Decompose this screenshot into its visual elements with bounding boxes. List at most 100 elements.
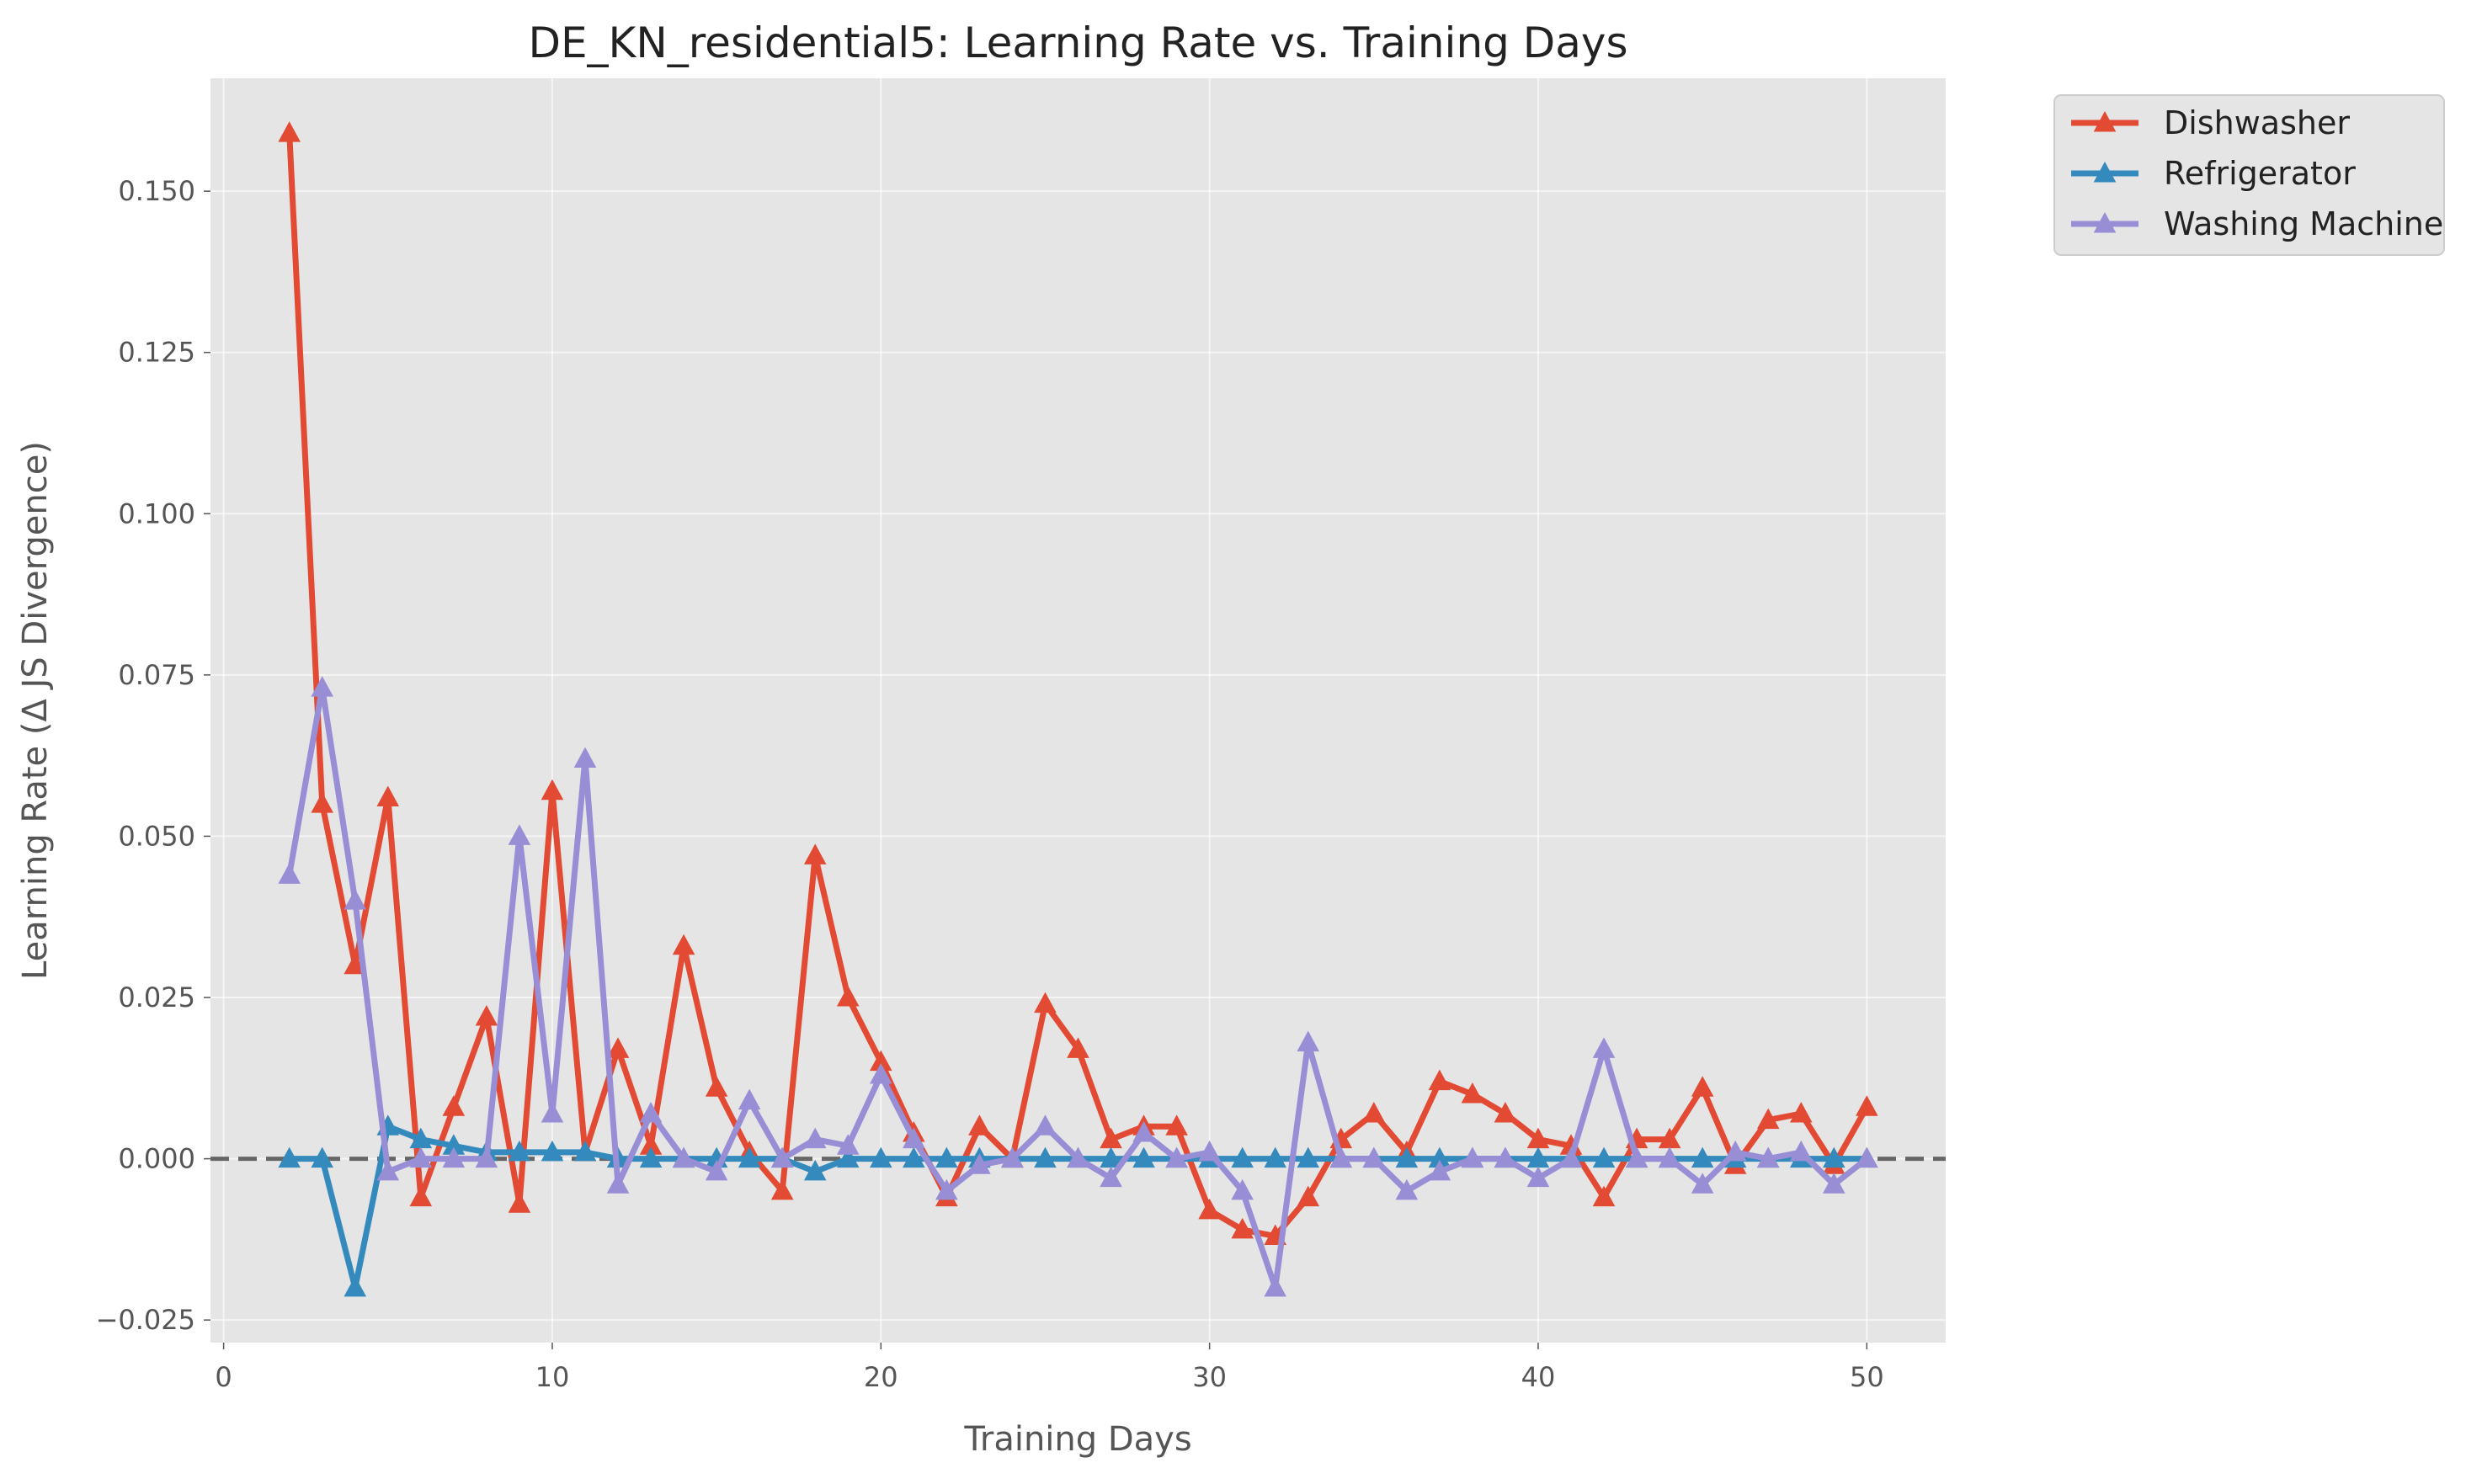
data-point-refrigerator bbox=[836, 1146, 860, 1168]
data-point-washing-machine bbox=[1231, 1178, 1254, 1200]
data-point-dishwasher bbox=[1034, 992, 1057, 1013]
data-point-dishwasher bbox=[1526, 1127, 1550, 1149]
data-point-dishwasher bbox=[1494, 1101, 1517, 1123]
data-point-washing-machine bbox=[1461, 1146, 1484, 1168]
data-point-dishwasher bbox=[278, 121, 301, 142]
data-point-dishwasher bbox=[1592, 1185, 1616, 1207]
x-tick-label: 30 bbox=[1192, 1361, 1227, 1393]
data-point-dishwasher bbox=[1691, 1076, 1714, 1097]
legend-swatch-marker bbox=[2093, 162, 2117, 183]
data-point-refrigerator bbox=[278, 1146, 301, 1168]
data-point-washing-machine bbox=[1428, 1159, 1451, 1181]
data-point-refrigerator bbox=[1034, 1146, 1057, 1168]
y-tick-label: 0.075 bbox=[118, 659, 195, 691]
data-point-washing-machine bbox=[935, 1178, 958, 1200]
data-point-dishwasher bbox=[836, 986, 860, 1007]
legend-box bbox=[2053, 94, 2445, 256]
data-point-washing-machine bbox=[1297, 1030, 1320, 1052]
data-point-refrigerator bbox=[1428, 1146, 1451, 1168]
data-point-washing-machine bbox=[869, 1062, 892, 1084]
data-point-washing-machine bbox=[541, 1101, 564, 1123]
data-point-refrigerator bbox=[1132, 1146, 1155, 1168]
data-point-dishwasher bbox=[1658, 1127, 1681, 1149]
data-point-dishwasher bbox=[705, 1076, 728, 1097]
data-point-washing-machine bbox=[1494, 1146, 1517, 1168]
x-tick-label: 40 bbox=[1521, 1361, 1556, 1393]
data-point-dishwasher bbox=[968, 1114, 991, 1136]
data-point-washing-machine bbox=[1395, 1178, 1419, 1200]
data-point-washing-machine bbox=[475, 1146, 498, 1168]
data-point-refrigerator bbox=[903, 1146, 925, 1168]
x-tick-label: 0 bbox=[215, 1361, 232, 1393]
series-dishwasher bbox=[278, 121, 1878, 1246]
data-point-dishwasher bbox=[606, 1037, 630, 1058]
data-point-washing-machine bbox=[1329, 1146, 1353, 1168]
data-point-washing-machine bbox=[672, 1146, 695, 1168]
data-point-refrigerator bbox=[1822, 1146, 1846, 1168]
data-point-washing-machine bbox=[1264, 1275, 1287, 1297]
data-point-washing-machine bbox=[1822, 1173, 1846, 1194]
data-point-washing-machine bbox=[903, 1127, 925, 1149]
legend-item-refrigerator: Refrigerator bbox=[2071, 155, 2356, 192]
data-point-washing-machine bbox=[1198, 1140, 1221, 1162]
legend-label: Washing Machine bbox=[2164, 205, 2443, 242]
data-point-dishwasher bbox=[1100, 1127, 1122, 1149]
data-point-washing-machine bbox=[1856, 1146, 1878, 1168]
data-point-washing-machine bbox=[1723, 1140, 1747, 1162]
data-point-dishwasher bbox=[672, 933, 695, 955]
data-point-refrigerator bbox=[869, 1146, 892, 1168]
data-point-dishwasher bbox=[1165, 1114, 1188, 1136]
data-point-dishwasher bbox=[639, 1134, 663, 1155]
data-point-washing-machine bbox=[409, 1146, 433, 1168]
data-point-refrigerator bbox=[803, 1159, 827, 1181]
data-point-refrigerator bbox=[1264, 1146, 1287, 1168]
legend: Dishwasher Refrigerator Washing Machine bbox=[2053, 94, 2445, 256]
data-point-dishwasher bbox=[508, 1192, 531, 1213]
plot-area bbox=[210, 78, 1946, 1343]
data-point-dishwasher bbox=[1428, 1069, 1451, 1091]
data-point-washing-machine bbox=[1001, 1146, 1024, 1168]
data-point-refrigerator bbox=[1526, 1146, 1550, 1168]
data-point-washing-machine bbox=[968, 1153, 991, 1174]
data-point-dishwasher bbox=[1297, 1185, 1320, 1207]
data-point-washing-machine bbox=[1592, 1037, 1616, 1058]
data-point-dishwasher bbox=[442, 1095, 466, 1116]
legend-item-dishwasher: Dishwasher bbox=[2071, 104, 2350, 141]
data-point-dishwasher bbox=[869, 1050, 892, 1072]
y-tick-label: 0.050 bbox=[118, 820, 195, 852]
data-point-washing-machine bbox=[606, 1173, 630, 1194]
data-point-washing-machine bbox=[1559, 1146, 1583, 1168]
y-axis-ticks: −0.025 0.000 0.025 0.050 0.075 0.100 0.125 0.15… bbox=[96, 175, 210, 1336]
data-point-dishwasher bbox=[541, 779, 564, 801]
data-point-refrigerator bbox=[639, 1146, 663, 1168]
data-point-washing-machine bbox=[803, 1127, 827, 1149]
legend-item-washing-machine: Washing Machine bbox=[2071, 205, 2443, 242]
data-point-washing-machine bbox=[573, 747, 597, 768]
data-point-washing-machine bbox=[1165, 1146, 1188, 1168]
data-point-washing-machine bbox=[1625, 1146, 1648, 1168]
data-point-washing-machine bbox=[1658, 1146, 1681, 1168]
data-point-dishwasher bbox=[1756, 1108, 1780, 1130]
data-point-dishwasher bbox=[376, 785, 400, 806]
data-point-dishwasher bbox=[1461, 1082, 1484, 1104]
y-tick-label: −0.025 bbox=[96, 1304, 195, 1336]
data-point-dishwasher bbox=[475, 1005, 498, 1026]
data-point-washing-machine bbox=[1132, 1120, 1155, 1142]
data-point-washing-machine bbox=[1756, 1146, 1780, 1168]
y-tick-label: 0.000 bbox=[118, 1143, 195, 1175]
data-point-washing-machine bbox=[1067, 1146, 1089, 1168]
data-point-dishwasher bbox=[1856, 1095, 1878, 1116]
data-point-dishwasher bbox=[409, 1185, 433, 1207]
data-point-washing-machine bbox=[770, 1146, 794, 1168]
data-point-dishwasher bbox=[1362, 1101, 1386, 1123]
legend-label: Dishwasher bbox=[2164, 104, 2350, 141]
data-point-refrigerator bbox=[409, 1127, 433, 1149]
data-point-dishwasher bbox=[1198, 1198, 1221, 1220]
x-tick-label: 50 bbox=[1850, 1361, 1884, 1393]
data-point-refrigerator bbox=[541, 1140, 564, 1162]
data-point-washing-machine bbox=[442, 1146, 466, 1168]
data-point-washing-machine bbox=[344, 889, 367, 910]
data-point-dishwasher bbox=[1789, 1101, 1813, 1123]
x-axis-label: Training Days bbox=[963, 1420, 1191, 1459]
